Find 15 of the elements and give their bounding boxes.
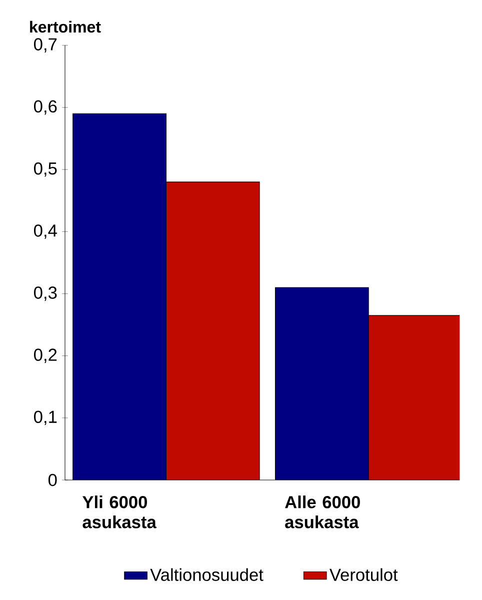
legend-label: Verotulot <box>330 568 398 581</box>
x-tick-label: Yli 6000 asukasta <box>82 496 156 528</box>
y-tick-label: 0,2 <box>34 348 57 363</box>
y-tick-label: 0,3 <box>34 286 57 301</box>
bar <box>368 315 460 480</box>
y-tick-label: 0,4 <box>34 224 57 239</box>
x-tick-label: Alle 6000 asukasta <box>285 496 360 528</box>
y-tick-label: 0,5 <box>34 162 57 177</box>
y-tick-label: 0,6 <box>34 100 57 115</box>
legend-label: Valtionosuudet <box>150 568 264 581</box>
y-tick-label: 0,7 <box>34 38 57 52</box>
y-tick-label: 0 <box>48 474 57 486</box>
y-axis-title: kertoimet <box>30 20 101 33</box>
y-tick-label: 0,1 <box>34 410 57 426</box>
bar <box>166 182 260 480</box>
